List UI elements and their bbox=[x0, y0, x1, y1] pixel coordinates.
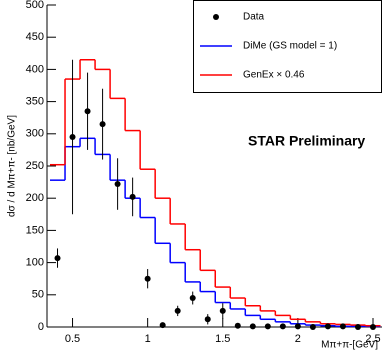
x-tick-label: 1 bbox=[145, 333, 151, 345]
data-point bbox=[279, 323, 286, 330]
legend-marker bbox=[213, 14, 219, 20]
y-tick-label: 400 bbox=[26, 63, 44, 75]
data-point bbox=[129, 193, 136, 200]
x-tick-label: 1.5 bbox=[215, 333, 230, 345]
data-point bbox=[294, 323, 301, 330]
data-point bbox=[204, 316, 211, 323]
y-tick-label: 300 bbox=[26, 128, 44, 140]
data-point bbox=[69, 134, 76, 141]
data-point bbox=[369, 324, 376, 330]
x-tick-label: 2 bbox=[295, 333, 301, 345]
y-tick-label: 250 bbox=[26, 160, 44, 172]
data-point bbox=[264, 323, 271, 330]
y-tick-label: 150 bbox=[26, 224, 44, 236]
legend-label: GenEx × 0.46 bbox=[243, 70, 305, 81]
y-axis-label: dσ / d Mπ+π- [nb/GeV] bbox=[7, 115, 18, 217]
data-point bbox=[354, 324, 361, 330]
y-tick-label: 0 bbox=[38, 321, 44, 333]
data-point bbox=[189, 295, 196, 302]
data-point bbox=[99, 121, 106, 128]
y-tick-label: 100 bbox=[26, 257, 44, 269]
x-axis-label: Mπ+π-[GeV] bbox=[321, 340, 378, 351]
data-point bbox=[114, 181, 121, 188]
data-point bbox=[339, 323, 346, 330]
legend-label: DiMe (GS model = 1) bbox=[243, 41, 337, 52]
y-tick-label: 500 bbox=[26, 0, 44, 11]
data-point bbox=[159, 322, 166, 329]
data-point bbox=[234, 322, 241, 329]
data-point bbox=[144, 275, 151, 282]
annotation: STAR Preliminary bbox=[248, 133, 365, 149]
data-point bbox=[249, 323, 256, 330]
x-tick-label: 0.5 bbox=[65, 333, 80, 345]
data-point bbox=[219, 307, 226, 314]
data-point bbox=[54, 255, 61, 262]
data-point bbox=[324, 323, 331, 330]
y-tick-label: 450 bbox=[26, 31, 44, 43]
y-tick-label: 350 bbox=[26, 96, 44, 108]
data-point bbox=[84, 108, 91, 115]
data-point bbox=[309, 324, 316, 330]
x-tick-label: 2.5 bbox=[365, 333, 380, 345]
y-tick-label: 50 bbox=[32, 289, 44, 301]
legend-label: Data bbox=[243, 12, 265, 23]
data-point bbox=[174, 307, 181, 314]
y-tick-label: 200 bbox=[26, 192, 44, 204]
